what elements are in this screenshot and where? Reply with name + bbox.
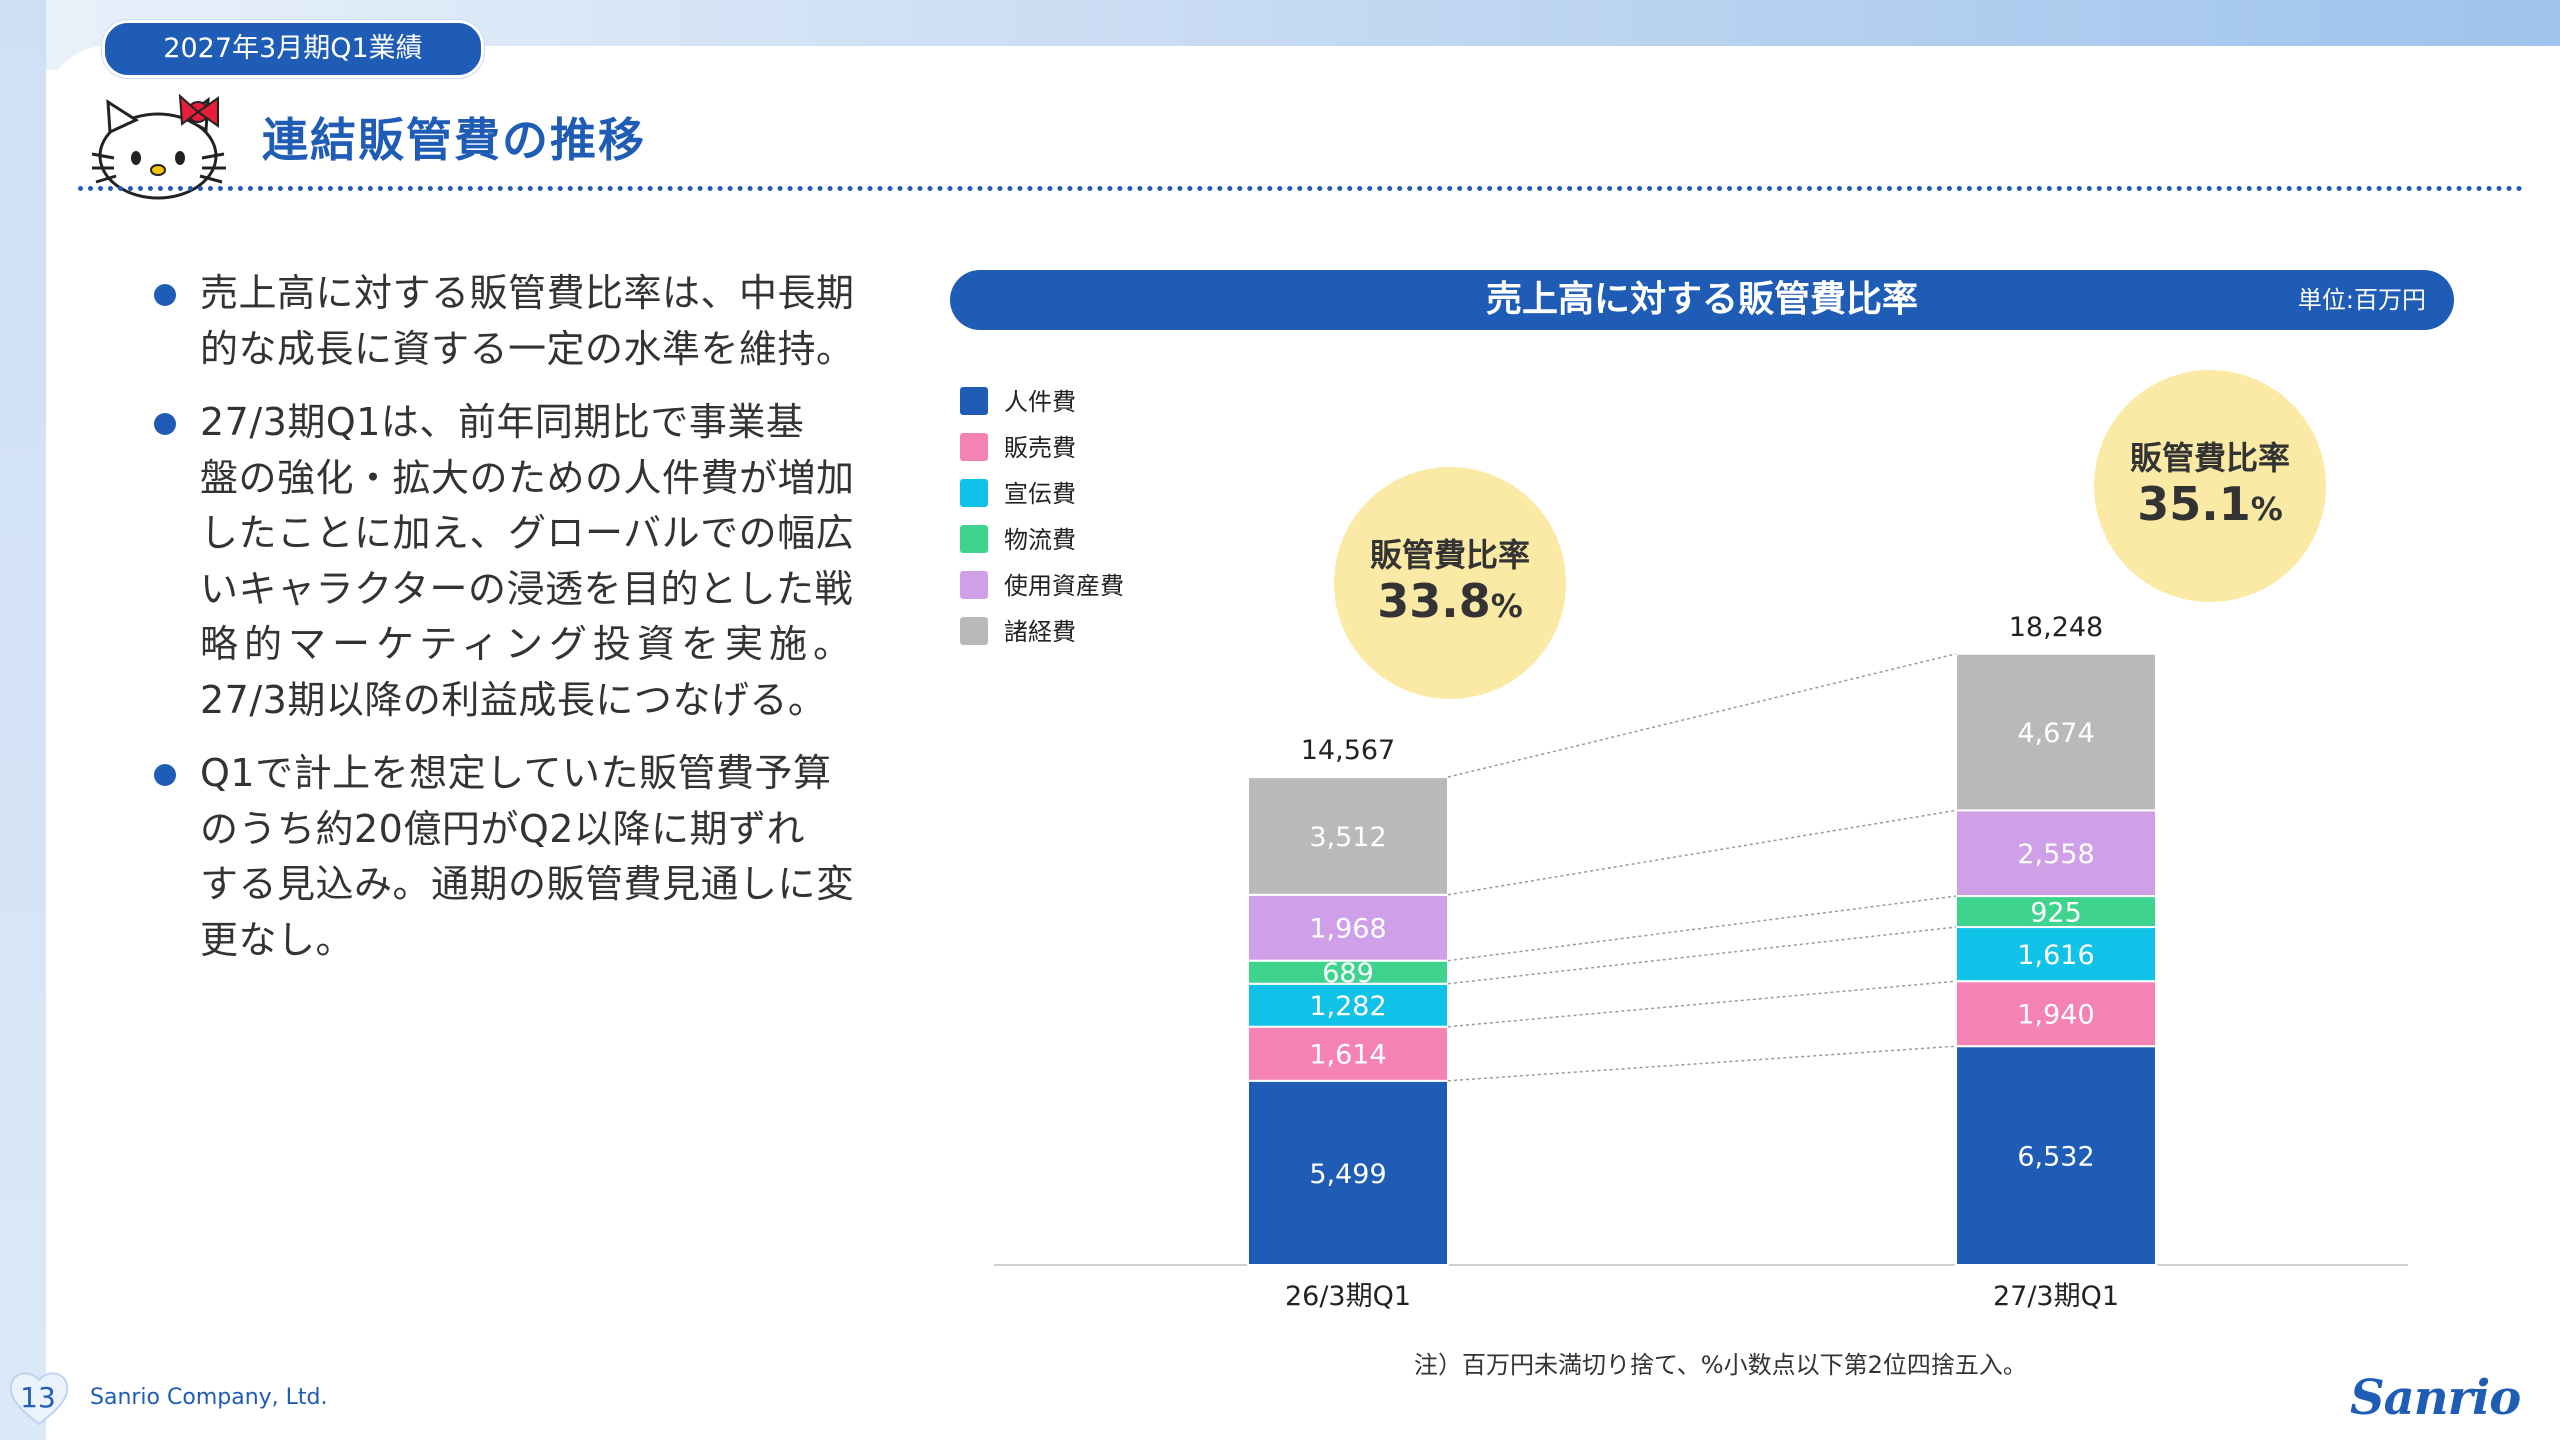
- bar-total-label: 14,567: [1301, 735, 1395, 766]
- ratio-value: 33.8: [1377, 574, 1491, 628]
- ratio-value: 35.1: [2137, 477, 2251, 531]
- page-number: 13: [20, 1381, 56, 1414]
- connector-line: [1447, 653, 1957, 778]
- bullet-line: 売上高に対する販管費比率は、中長期: [200, 271, 855, 315]
- company-name: Sanrio Company, Ltd.: [90, 1385, 328, 1410]
- bullet-list: 売上高に対する販管費比率は、中長期 的な成長に資する一定の水準を維持。 27/3…: [150, 266, 870, 986]
- x-tick-label: 26/3期Q1: [1285, 1281, 1411, 1312]
- bar-total-label: 18,248: [2009, 612, 2103, 643]
- bullet-item: Q1で計上を想定していた販管費予算 のうち約20億円がQ2以降に期ずれ する見込…: [150, 746, 870, 968]
- bar-value-label: 1,968: [1309, 914, 1386, 945]
- bar-value-label: 1,616: [2017, 940, 2094, 971]
- legend-swatch: [960, 525, 988, 553]
- legend-label: 人件費: [1004, 388, 1076, 416]
- connector-line: [1447, 895, 1957, 962]
- bar-segment: [1955, 652, 2157, 812]
- chart-unit: 単位:百万円: [2297, 286, 2426, 314]
- legend-label: 諸経費: [1004, 618, 1076, 646]
- chart-title: 売上高に対する販管費比率: [1485, 279, 1918, 320]
- bullet-line: いキャラクターの浸透を目的とした戦: [200, 566, 853, 611]
- bar-value-label: 1,614: [1309, 1040, 1386, 1071]
- connector-line: [1447, 1045, 1957, 1082]
- bar-value-label: 1,282: [1309, 991, 1386, 1022]
- bar-segment: [1247, 776, 1449, 896]
- chart-header: 売上高に対する販管費比率 単位:百万円: [950, 270, 2454, 330]
- left-band: [0, 0, 46, 1440]
- connector-line: [1447, 926, 1957, 985]
- ratio-label: 販管費比率: [1369, 536, 1530, 574]
- bar-value-label: 2,558: [2017, 839, 2094, 870]
- bar-segment: [1247, 982, 1449, 1028]
- legend-swatch: [960, 479, 988, 507]
- ratio-value-line: 35.1%: [2094, 478, 2326, 535]
- legend-swatch: [960, 433, 988, 461]
- bullet-text: 売上高に対する販管費比率は、中長期 的な成長に資する一定の水準を維持。: [200, 266, 870, 377]
- bar-value-label: 3,512: [1309, 822, 1386, 853]
- bullet-text: Q1で計上を想定していた販管費予算 のうち約20億円がQ2以降に期ずれ する見込…: [200, 746, 870, 968]
- bar-value-label: 6,532: [2017, 1142, 2094, 1173]
- ratio-label: 販管費比率: [2129, 439, 2290, 477]
- legend-label: 使用資産費: [1004, 572, 1124, 600]
- ratio-circle-prev: 販管費比率 33.8%: [1334, 467, 1566, 699]
- bar-value-label: 925: [2030, 898, 2082, 929]
- bullet-line: 盤の強化・拡大のための人件費が増加: [200, 455, 855, 500]
- heart-icon: [9, 1372, 69, 1426]
- bullet-line: 更なし。: [200, 917, 355, 962]
- page-title: 連結販管費の推移: [262, 113, 646, 167]
- legend-label: 販売費: [1004, 434, 1076, 462]
- bullet-dot: [154, 284, 176, 306]
- bar-segment: [1955, 926, 2157, 983]
- bar-value-label: 5,499: [1309, 1159, 1386, 1190]
- bullet-line: 的な成長に資する一定の水準を維持。: [200, 326, 855, 371]
- ratio-unit: %: [1490, 587, 1523, 625]
- hello-kitty-icon: [91, 93, 226, 200]
- footnote: 注）百万円未満切り捨て、%小数点以下第2位四捨五入。: [1414, 1351, 2027, 1379]
- bar-value-label: 689: [1322, 958, 1374, 989]
- bar-segment: [1247, 1079, 1449, 1266]
- bullet-line: 27/3期Q1は、前年同期比で事業基: [200, 400, 805, 444]
- bullet-item: 27/3期Q1は、前年同期比で事業基 盤の強化・拡大のための人件費が増加 したこ…: [150, 395, 870, 728]
- bullet-line: 略的マーケティング投資を実施。: [200, 622, 857, 666]
- x-tick-label: 27/3期Q1: [1993, 1281, 2119, 1312]
- bullet-line: したことに加え、グローバルでの幅広: [200, 511, 855, 555]
- bar-segment: [1955, 895, 2157, 929]
- bullet-item: 売上高に対する販管費比率は、中長期 的な成長に資する一定の水準を維持。: [150, 266, 870, 377]
- period-tag: 2027年3月期Q1業績: [102, 20, 484, 78]
- bullet-line: する見込み。通期の販管費見通しに変: [200, 862, 855, 906]
- legend-label: 物流費: [1004, 526, 1076, 554]
- title-divider: [78, 186, 2524, 191]
- legend-swatch: [960, 617, 988, 645]
- bullet-dot: [154, 764, 176, 786]
- bar-segment: [1955, 809, 2157, 898]
- bar-segment: [1955, 1045, 2157, 1266]
- bullet-line: Q1で計上を想定していた販管費予算: [200, 751, 832, 795]
- bullet-line: 27/3期以降の利益成長につなげる。: [200, 677, 827, 722]
- bullet-text: 27/3期Q1は、前年同期比で事業基 盤の強化・拡大のための人件費が増加 したこ…: [200, 395, 870, 728]
- legend-swatch: [960, 571, 988, 599]
- connector-line: [1447, 809, 1957, 896]
- bar-value-label: 4,674: [2017, 718, 2094, 749]
- bullet-dot: [154, 413, 176, 435]
- legend-swatch: [960, 387, 988, 415]
- ratio-unit: %: [2250, 490, 2283, 528]
- ratio-value-line: 33.8%: [1334, 575, 1566, 632]
- bar-segment: [1247, 893, 1449, 962]
- connector-line: [1447, 980, 1957, 1028]
- sanrio-logo: Sanrio: [2350, 1370, 2521, 1426]
- legend-label: 宣伝費: [1004, 480, 1076, 508]
- bar-value-label: 1,940: [2017, 1000, 2094, 1031]
- ratio-circle-curr: 販管費比率 35.1%: [2094, 370, 2326, 602]
- bullet-line: のうち約20億円がQ2以降に期ずれ: [200, 806, 805, 851]
